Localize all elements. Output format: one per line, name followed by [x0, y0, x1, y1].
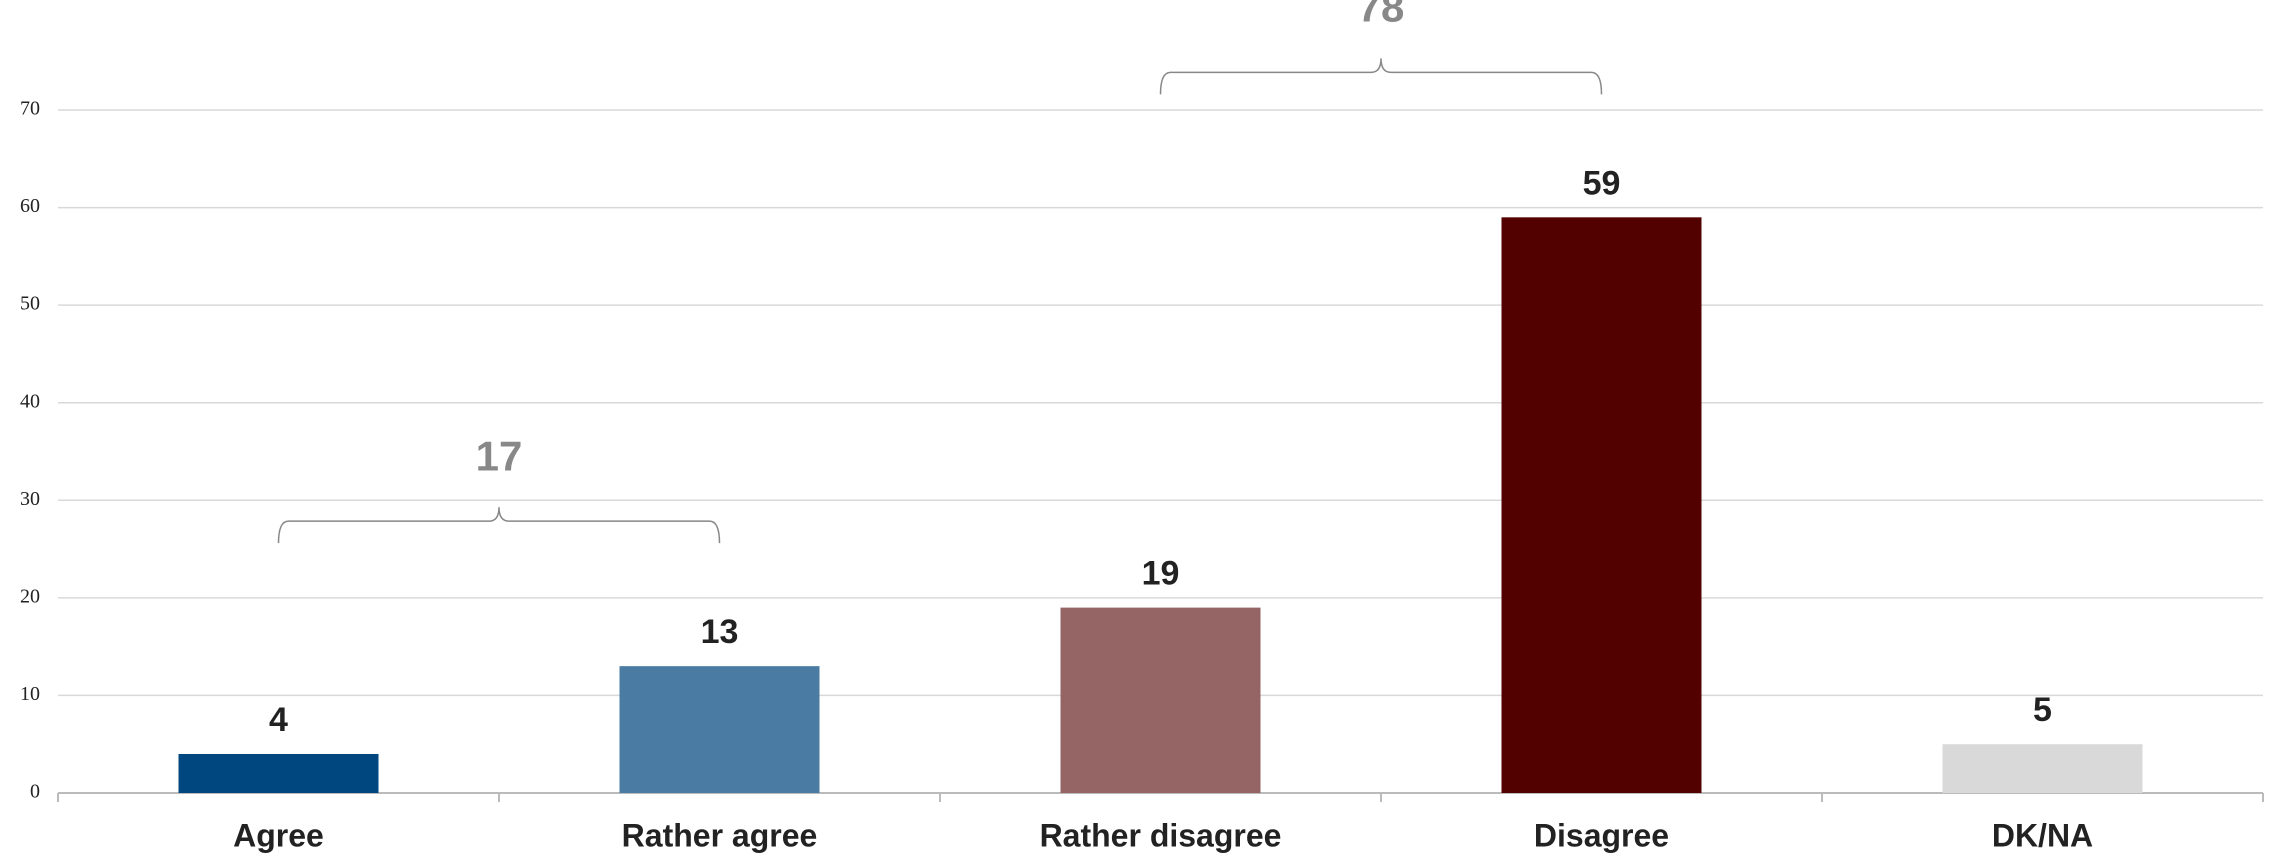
group-bracket: [277, 507, 721, 544]
bar: [1501, 217, 1702, 794]
value-label: 59: [1583, 164, 1621, 202]
y-tick-label: 20: [20, 585, 40, 607]
group-total: 17: [476, 432, 523, 479]
group-total: 78: [1358, 0, 1405, 30]
y-tick-label: 50: [20, 293, 40, 315]
bar: [1942, 744, 2143, 793]
value-label: 13: [701, 613, 739, 651]
y-tick-label: 40: [20, 390, 40, 412]
value-label: 4: [269, 701, 288, 739]
x-tick-label: Rather disagree: [1040, 817, 1282, 853]
x-tick-label: DK/NA: [1992, 817, 2093, 853]
x-tick-label: Rather agree: [622, 817, 818, 853]
y-tick-label: 30: [20, 488, 40, 510]
value-label: 19: [1142, 555, 1180, 593]
bar: [1060, 607, 1261, 793]
bar: [178, 753, 379, 793]
y-tick-label: 70: [20, 98, 40, 120]
x-tick-label: Disagree: [1534, 817, 1669, 853]
y-tick-label: 60: [20, 195, 40, 217]
bar: [619, 666, 820, 793]
y-tick-label: 10: [20, 683, 40, 705]
value-label: 5: [2033, 691, 2052, 729]
x-tick-label: Agree: [233, 817, 324, 853]
group-bracket: [1159, 58, 1603, 95]
y-tick-label: 0: [30, 781, 40, 803]
